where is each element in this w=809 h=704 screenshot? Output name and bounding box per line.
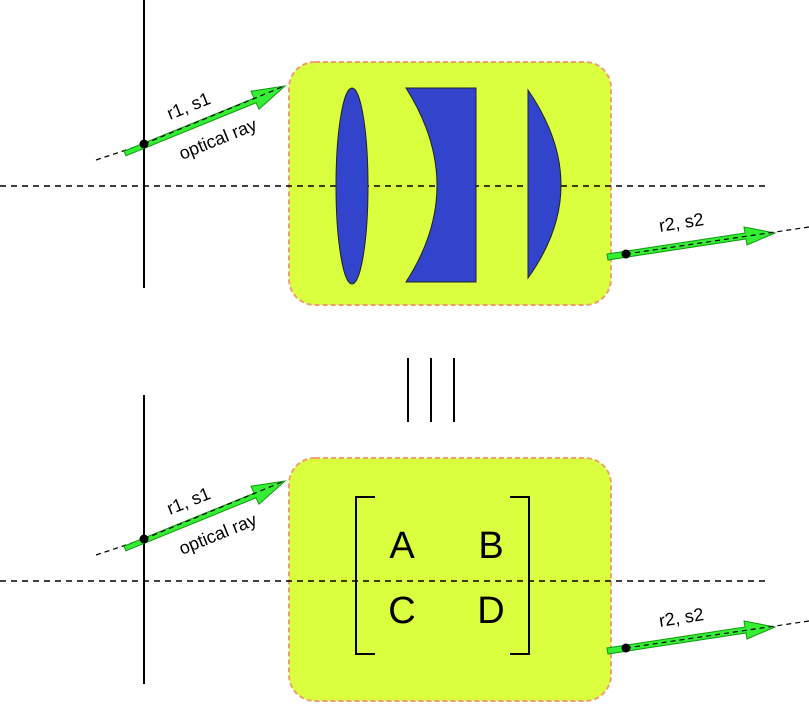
bottom-ray-label: optical ray [176, 509, 260, 558]
bottom-output-ray-centerline [625, 620, 809, 649]
abcd-matrix: A B C D [355, 496, 530, 655]
top-ray-label: optical ray [176, 114, 260, 163]
matrix-element-a: A [389, 525, 415, 567]
matrix-right-bracket [510, 496, 530, 655]
top-input-ray [123, 85, 287, 157]
plano-convex-lens [527, 88, 562, 280]
bottom-output-label: r2, s2 [657, 604, 705, 631]
plano-concave-lens [405, 87, 477, 283]
matrix-left-bracket [355, 496, 375, 655]
top-panel: r1, s1 optical ray r2, s2 [0, 0, 809, 306]
top-output-label: r2, s2 [657, 209, 705, 236]
matrix-element-d: D [477, 590, 504, 632]
biconvex-lens [335, 87, 369, 285]
top-output-ray-centerline [625, 226, 809, 255]
top-input-ray-centerline [143, 86, 283, 145]
matrix-element-b: B [478, 525, 503, 567]
top-output-ray [606, 226, 777, 261]
bottom-input-ray-centerline [143, 481, 283, 540]
matrix-element-c: C [388, 590, 415, 632]
top-input-point [139, 139, 149, 149]
bottom-input-point [139, 534, 149, 544]
bottom-optical-system-box [288, 457, 612, 702]
bottom-panel: A B C D r1, s1 optical ray r2, s2 [0, 395, 809, 702]
bottom-output-ray [606, 620, 777, 655]
equivalence-symbol [407, 358, 455, 422]
top-output-point [621, 249, 631, 259]
bottom-output-point [621, 643, 631, 653]
bottom-input-ray [123, 480, 287, 552]
